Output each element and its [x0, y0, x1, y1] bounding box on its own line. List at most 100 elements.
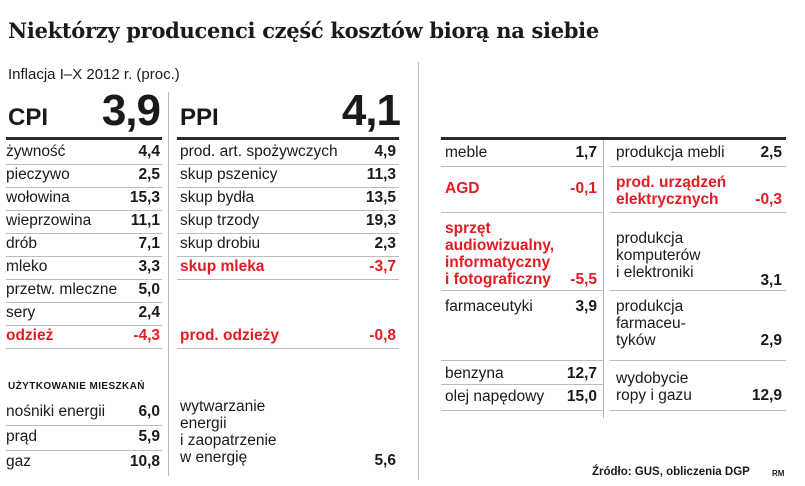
row-divider	[6, 325, 162, 326]
row-divider	[177, 187, 399, 188]
right-right-label: prod. urządzeń elektrycznych	[616, 174, 727, 208]
ppi-row-label: skup trzody	[180, 212, 260, 229]
right-left-label: AGD	[445, 180, 480, 197]
right-right-value: -0,3	[755, 191, 782, 208]
row-divider	[6, 233, 162, 234]
cpi-value: 3,9	[101, 86, 161, 135]
right-right-label: wydobycie ropy i gazu	[616, 370, 692, 404]
housing-row-value: 5,9	[138, 428, 160, 445]
row-divider	[610, 212, 786, 213]
row-divider	[441, 384, 603, 385]
housing-row-label: gaz	[6, 453, 31, 470]
ppi-row-value: 2,3	[374, 235, 396, 252]
row-divider	[6, 256, 162, 257]
right-left-value: 3,9	[575, 298, 597, 315]
ppi-row-value: -3,7	[369, 258, 396, 275]
ppi-row-value: 4,9	[374, 143, 396, 160]
row-divider	[177, 256, 399, 257]
row-divider	[441, 212, 603, 213]
subtitle: Inflacja I–X 2012 r. (proc.)	[8, 66, 180, 83]
right-left-value: -5,5	[570, 271, 597, 288]
ppi-row-label: prod. odzieży	[180, 327, 280, 344]
ppi-row-label: prod. art. spożywczych	[180, 143, 338, 160]
row-divider	[177, 233, 399, 234]
cpi-row-value: 7,1	[138, 235, 160, 252]
row-divider	[610, 166, 786, 167]
cpi-row-value: 2,4	[138, 304, 160, 321]
right-left-label: farmaceutyki	[445, 298, 533, 315]
right-left-value: 12,7	[566, 365, 597, 382]
ppi-row-value: 19,3	[365, 212, 396, 229]
housing-row-label: nośniki energii	[6, 403, 106, 420]
cpi-row-value: 4,4	[138, 143, 160, 160]
row-divider	[441, 410, 603, 411]
energy-value: 5,6	[374, 452, 396, 469]
row-divider	[6, 210, 162, 211]
right-header-rule	[441, 137, 786, 140]
right-right-value: 3,1	[760, 272, 782, 289]
right-left-label: meble	[445, 144, 488, 161]
cpi-row-label: wieprzowina	[6, 212, 92, 229]
row-divider	[6, 348, 162, 349]
ppi-label: PPI	[180, 104, 219, 131]
ppi-row-label: skup drobiu	[180, 235, 261, 252]
right-divider	[603, 138, 604, 418]
energy-label: wytwarzanie energii i zaopatrzenie w ene…	[180, 398, 277, 466]
row-divider	[6, 425, 162, 426]
right-left-label: benzyna	[445, 365, 504, 382]
right-left-label: sprzęt audiowizualny, informatyczny i fotog…	[445, 220, 555, 288]
right-left-value: 15,0	[566, 388, 597, 405]
right-left-label: olej napędowy	[445, 388, 545, 405]
cpi-row-value: -4,3	[133, 327, 160, 344]
ppi-row-label: skup pszenicy	[180, 166, 278, 183]
cpi-row-label: sery	[6, 304, 36, 321]
cpi-row-label: pieczywo	[6, 166, 70, 183]
row-divider	[610, 290, 786, 291]
housing-row-label: prąd	[6, 428, 38, 445]
row-divider	[6, 450, 162, 451]
credit: RM	[772, 469, 785, 478]
row-divider	[177, 164, 399, 165]
row-divider	[177, 348, 399, 349]
cpi-row-value: 11,1	[130, 212, 160, 229]
right-right-label: produkcja komputerów i elektroniki	[616, 230, 701, 281]
ppi-row-value: -0,8	[369, 327, 396, 344]
row-divider	[610, 410, 786, 411]
cpi-row-label: żywność	[6, 143, 66, 160]
housing-row-value: 10,8	[129, 453, 160, 470]
ppi-row-value: 13,5	[365, 189, 396, 206]
ppi-row-label: skup mleka	[180, 258, 265, 275]
row-divider	[441, 166, 603, 167]
row-divider	[6, 187, 162, 188]
cpi-row-value: 3,3	[138, 258, 160, 275]
cpi-row-value: 2,5	[138, 166, 160, 183]
row-divider	[441, 290, 603, 291]
row-divider	[610, 360, 786, 361]
right-right-value: 2,9	[760, 332, 782, 349]
cpi-row-value: 15,3	[129, 189, 160, 206]
right-left-value: 1,7	[575, 144, 597, 161]
row-divider	[6, 164, 162, 165]
row-divider	[177, 210, 399, 211]
row-divider	[177, 279, 399, 280]
row-divider	[6, 302, 162, 303]
column-divider	[418, 62, 419, 480]
ppi-row-value: 11,3	[366, 166, 396, 183]
right-right-value: 12,9	[751, 387, 782, 404]
row-divider	[441, 360, 603, 361]
page-title: Niektórzy producenci część kosztów biorą…	[8, 18, 599, 43]
cpi-label: CPI	[8, 104, 49, 131]
cpi-row-value: 5,0	[138, 281, 160, 298]
cpi-row-label: odzież	[6, 327, 54, 344]
right-right-label: produkcja farmaceu-tyków	[616, 298, 686, 349]
row-divider	[6, 279, 162, 280]
cpi-ppi-divider	[168, 92, 169, 476]
ppi-row-label: skup bydła	[180, 189, 255, 206]
housing-heading: UŻYTKOWANIE MIESZKAŃ	[8, 381, 145, 392]
right-left-value: -0,1	[570, 180, 597, 197]
right-right-label: produkcja mebli	[616, 144, 725, 161]
cpi-row-label: wołowina	[6, 189, 70, 206]
ppi-value: 4,1	[341, 86, 401, 135]
ppi-header-rule	[177, 137, 399, 140]
source-note: Źródło: GUS, obliczenia DGP	[592, 466, 750, 478]
